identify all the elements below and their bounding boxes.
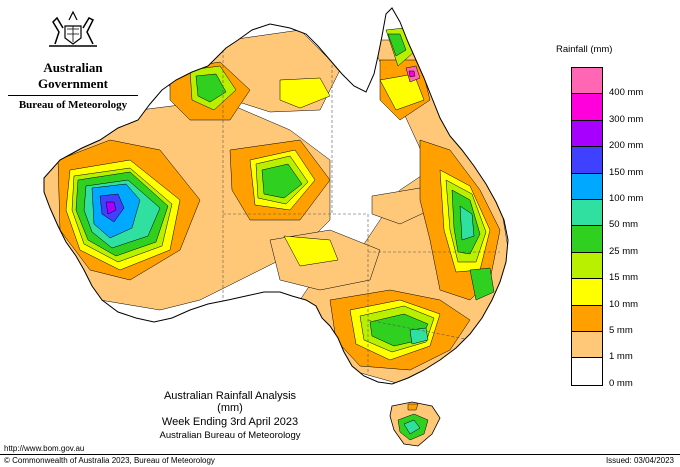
map-caption: Australian Rainfall Analysis (mm) Week E… xyxy=(150,390,310,441)
legend-label: 300 mm xyxy=(609,113,644,125)
legend-label: 25 mm xyxy=(609,245,639,257)
legend-label: 5 mm xyxy=(609,325,633,336)
government-name: Australian Government xyxy=(8,60,138,96)
legend-label: 400 mm xyxy=(609,87,644,99)
coat-of-arms-icon xyxy=(49,10,97,47)
legend-label: 0 mm xyxy=(609,377,633,389)
tasmania xyxy=(389,401,441,447)
legend-swatch xyxy=(572,120,602,148)
legend-swatch xyxy=(572,252,602,280)
legend-swatch xyxy=(572,199,602,227)
government-logo: Australian Government Bureau of Meteorol… xyxy=(8,58,138,111)
legend-label: 150 mm xyxy=(609,166,644,178)
legend-swatch xyxy=(572,173,602,200)
footer-divider xyxy=(0,454,680,455)
legend-swatch xyxy=(572,279,602,306)
legend-swatch xyxy=(572,226,602,253)
legend-swatches xyxy=(571,67,603,386)
legend-label: 200 mm xyxy=(609,140,644,152)
legend-swatch xyxy=(572,358,602,385)
legend-title: Rainfall (mm) xyxy=(556,44,613,55)
caption-title: Australian Rainfall Analysis (mm) xyxy=(163,390,297,414)
caption-period: Week Ending 3rd April 2023 xyxy=(161,416,299,428)
issued-date: Issued: 03/04/2023 xyxy=(605,456,674,465)
legend-swatch xyxy=(572,94,602,121)
legend-label: 15 mm xyxy=(609,272,639,284)
legend-swatch xyxy=(572,147,602,174)
copyright-text: © Commonwealth of Australia 2023, Bureau… xyxy=(4,456,215,465)
legend-swatch xyxy=(572,305,602,332)
legend-swatch xyxy=(572,331,602,359)
legend-swatch xyxy=(572,68,602,95)
agency-name: Bureau of Meteorology xyxy=(18,99,128,111)
legend-label: 100 mm xyxy=(609,193,644,204)
bom-url-link[interactable]: http://www.bom.gov.au xyxy=(4,444,85,453)
caption-source: Australian Bureau of Meteorology xyxy=(159,430,301,441)
legend-label: 50 mm xyxy=(609,219,639,231)
legend-label: 1 mm xyxy=(609,351,633,363)
legend-label: 10 mm xyxy=(609,298,639,310)
